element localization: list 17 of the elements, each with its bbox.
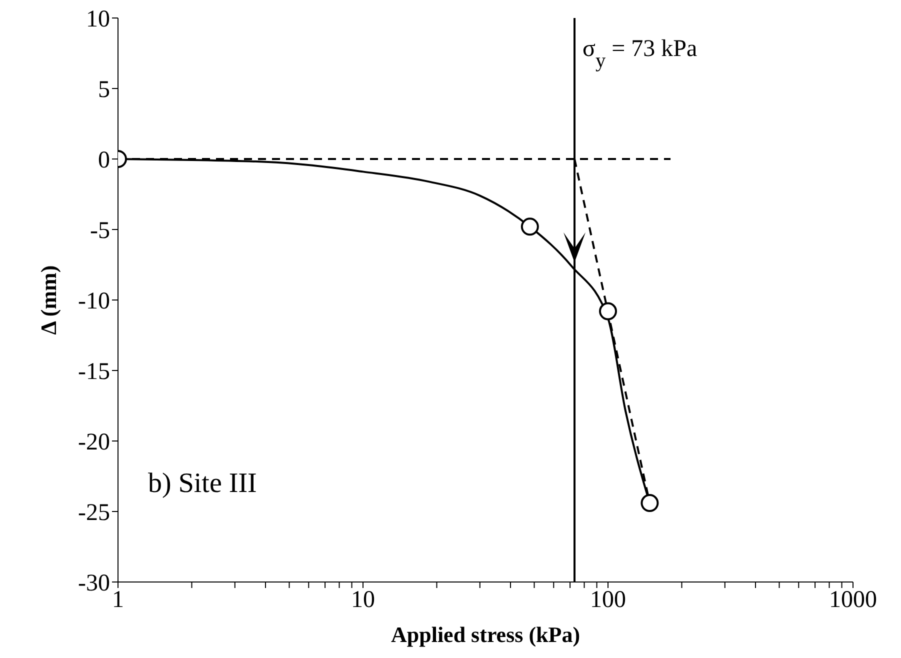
y-tick-label: -5 bbox=[90, 218, 110, 244]
x-tick-label: 100 bbox=[590, 587, 626, 614]
x-axis-title: Applied stress (kPa) bbox=[390, 622, 580, 647]
y-tick-label: -25 bbox=[78, 500, 110, 526]
y-tick-label: -20 bbox=[78, 430, 110, 456]
x-tick-label: 1 bbox=[112, 587, 124, 614]
y-tick-label: -15 bbox=[78, 359, 110, 386]
x-tick-label: 1000 bbox=[829, 587, 877, 614]
annotation: b) Site III bbox=[148, 468, 257, 500]
y-tick-label: 0 bbox=[98, 148, 110, 174]
y-tick-label: -10 bbox=[78, 288, 110, 315]
x-tick-label: 10 bbox=[351, 587, 375, 614]
y-tick-label: 10 bbox=[86, 6, 110, 33]
y-tick-label: 5 bbox=[98, 77, 110, 104]
y-tick-label: -30 bbox=[78, 570, 110, 597]
y-axis-title: Δ (mm) bbox=[36, 265, 61, 335]
ref-line-label: σ$_{y}$ = 73 kPa bbox=[582, 36, 698, 72]
